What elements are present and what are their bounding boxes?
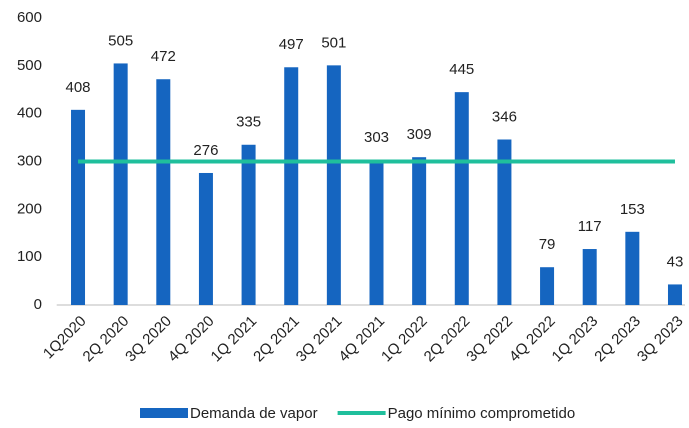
bar [667, 284, 682, 305]
y-tick-label: 600 [17, 9, 42, 26]
data-label: 309 [407, 126, 432, 143]
data-label: 501 [321, 34, 346, 51]
bar [113, 63, 128, 305]
data-label: 117 [578, 218, 602, 235]
x-tick-label: 3Q 2021 [293, 313, 346, 366]
x-tick-label: 1Q 2021 [208, 313, 261, 366]
y-tick-label: 400 [17, 105, 42, 122]
bar [284, 67, 299, 305]
bar [582, 249, 597, 305]
x-tick-label: 4Q 2020 [165, 313, 218, 366]
data-label: 276 [193, 142, 218, 159]
x-tick-label: 3Q 2022 [463, 313, 516, 366]
legend-label: Demanda de vapor [190, 405, 318, 422]
bar [198, 172, 213, 305]
x-tick-label: 3Q 2020 [122, 313, 175, 366]
data-label: 79 [539, 236, 556, 253]
data-label: 335 [236, 114, 261, 131]
bar [540, 267, 555, 305]
bar [241, 144, 256, 305]
data-label: 445 [449, 61, 474, 78]
data-label: 497 [279, 36, 304, 53]
bar [369, 160, 384, 305]
x-tick-label: 1Q 2023 [549, 313, 602, 366]
y-tick-label: 200 [17, 200, 42, 217]
data-label: 408 [66, 79, 91, 96]
y-tick-label: 500 [17, 57, 42, 74]
data-label: 303 [364, 129, 389, 146]
x-tick-label: 2Q 2022 [421, 313, 474, 366]
x-tick-label: 2Q 2023 [591, 313, 644, 366]
bar [497, 139, 512, 305]
bar [625, 231, 640, 305]
y-tick-label: 100 [17, 248, 42, 265]
x-tick-label: 4Q 2022 [506, 313, 559, 366]
data-label: 43 [667, 253, 684, 270]
data-label: 153 [620, 201, 645, 218]
legend-swatch [140, 408, 188, 418]
x-tick-label: 2Q 2021 [250, 313, 303, 366]
data-label: 346 [492, 108, 517, 125]
x-tick-label: 1Q 2022 [378, 313, 431, 366]
data-label: 472 [151, 48, 176, 65]
y-tick-label: 300 [17, 152, 42, 169]
data-label: 505 [108, 32, 133, 49]
bar [454, 92, 469, 306]
x-tick-label: 3Q 2023 [634, 313, 687, 366]
legend-label: Pago mínimo comprometido [388, 405, 576, 422]
bar [156, 79, 171, 305]
x-tick-label: 4Q 2021 [335, 313, 388, 366]
bar [71, 109, 86, 305]
bar [412, 157, 427, 305]
x-tick-label: 2Q 2020 [80, 313, 133, 366]
y-tick-label: 0 [34, 296, 42, 313]
bar [326, 65, 341, 305]
